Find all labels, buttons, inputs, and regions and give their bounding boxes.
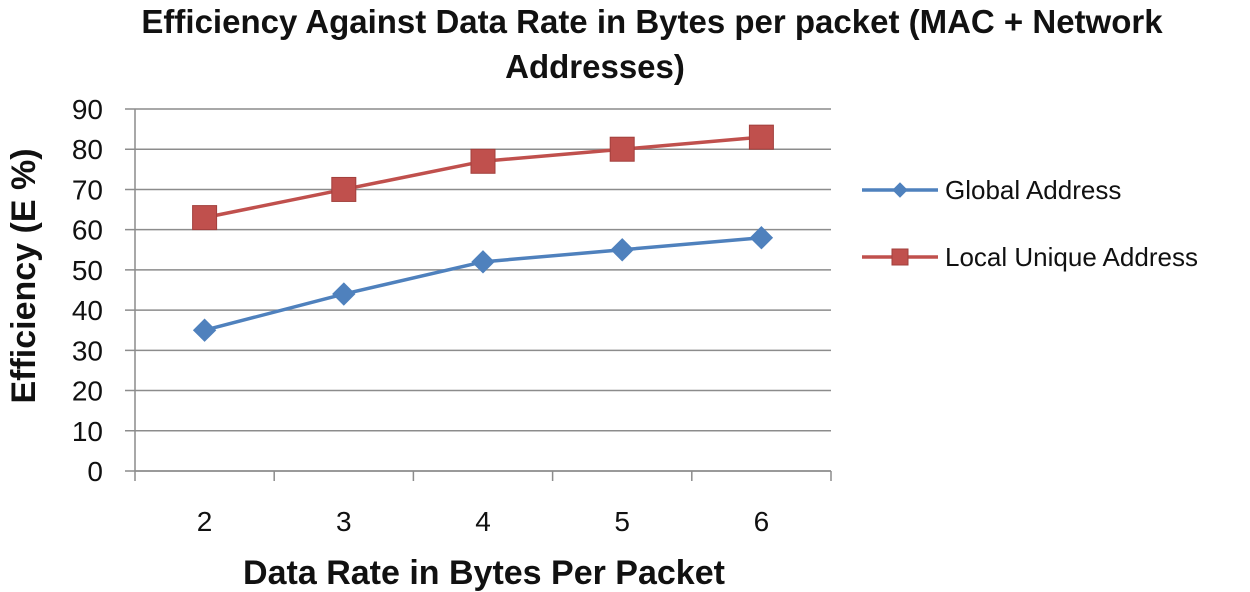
legend-label: Local Unique Address <box>945 242 1198 272</box>
y-tick-label: 10 <box>72 416 103 447</box>
series-group <box>192 124 774 342</box>
y-tick-label: 40 <box>72 295 103 326</box>
data-point-diamond <box>471 250 495 274</box>
x-tick-label: 5 <box>614 506 630 537</box>
y-axis-title: Efficiency (E %) <box>5 148 43 403</box>
chart-title-line-2: Addresses) <box>505 48 685 85</box>
legend: Global Address Local Unique Address <box>862 175 1198 272</box>
y-tick-label: 60 <box>72 215 103 246</box>
axes <box>134 109 832 481</box>
data-point-diamond <box>332 282 356 306</box>
legend-item: Local Unique Address <box>862 242 1198 272</box>
x-axis-title: Data Rate in Bytes Per Packet <box>243 554 725 592</box>
y-tick-label: 20 <box>72 376 103 407</box>
data-point-diamond <box>610 238 634 262</box>
x-tick-label: 6 <box>754 506 770 537</box>
x-tick-label: 3 <box>336 506 352 537</box>
data-point-diamond <box>749 226 774 250</box>
y-tick-label: 90 <box>72 94 103 125</box>
data-point-square <box>331 176 357 202</box>
data-point-diamond-legend <box>892 182 908 198</box>
x-tick-label: 4 <box>475 506 491 537</box>
data-point-square <box>470 148 496 174</box>
legend-label: Global Address <box>945 175 1121 205</box>
y-tick-label: 80 <box>72 134 103 165</box>
y-tick-label: 70 <box>72 174 103 205</box>
y-tick-label: 0 <box>87 456 103 487</box>
data-point-square <box>192 205 218 231</box>
x-tick-labels: 2 3 4 5 6 <box>197 506 769 537</box>
data-point-square-legend <box>891 248 909 266</box>
series-1 <box>192 226 774 342</box>
chart-title-line-1: Efficiency Against Data Rate in Bytes pe… <box>141 3 1163 40</box>
legend-item: Global Address <box>862 175 1121 205</box>
y-tick-label: 30 <box>72 335 103 366</box>
data-point-square <box>609 136 635 162</box>
data-point-diamond <box>192 318 217 342</box>
series-2 <box>192 124 774 231</box>
data-point-square <box>748 124 774 150</box>
y-tick-label: 50 <box>72 255 103 286</box>
x-tick-label: 2 <box>197 506 213 537</box>
y-tick-labels: 0 10 20 30 40 50 60 70 80 90 <box>72 94 103 487</box>
